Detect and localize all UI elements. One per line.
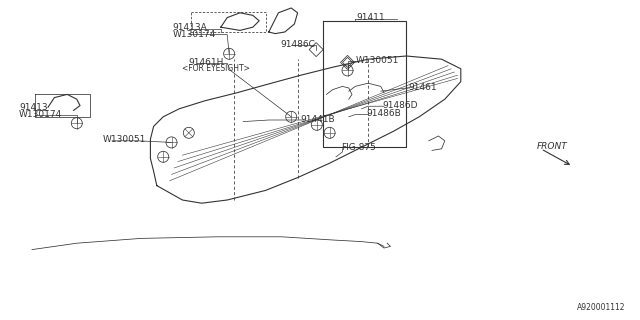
Text: FRONT: FRONT [536, 142, 567, 151]
Text: W130051: W130051 [356, 56, 399, 65]
Text: <FOR EYESIGHT>: <FOR EYESIGHT> [182, 64, 250, 73]
Text: 91461H: 91461H [189, 58, 224, 67]
Text: 91441B: 91441B [301, 115, 335, 124]
Text: 91486C: 91486C [280, 40, 315, 49]
Text: 91486D: 91486D [383, 101, 418, 110]
Text: FIG.875: FIG.875 [341, 143, 376, 152]
Text: 91486B: 91486B [367, 109, 401, 118]
Text: W130051: W130051 [102, 135, 146, 144]
Text: W130174: W130174 [19, 110, 63, 119]
Text: 91413: 91413 [19, 103, 48, 112]
Text: A920001112: A920001112 [577, 303, 626, 312]
Text: 91461: 91461 [408, 83, 437, 92]
Text: 91413A: 91413A [173, 23, 207, 32]
Text: 91411: 91411 [356, 13, 385, 22]
Text: W130174: W130174 [173, 30, 216, 39]
